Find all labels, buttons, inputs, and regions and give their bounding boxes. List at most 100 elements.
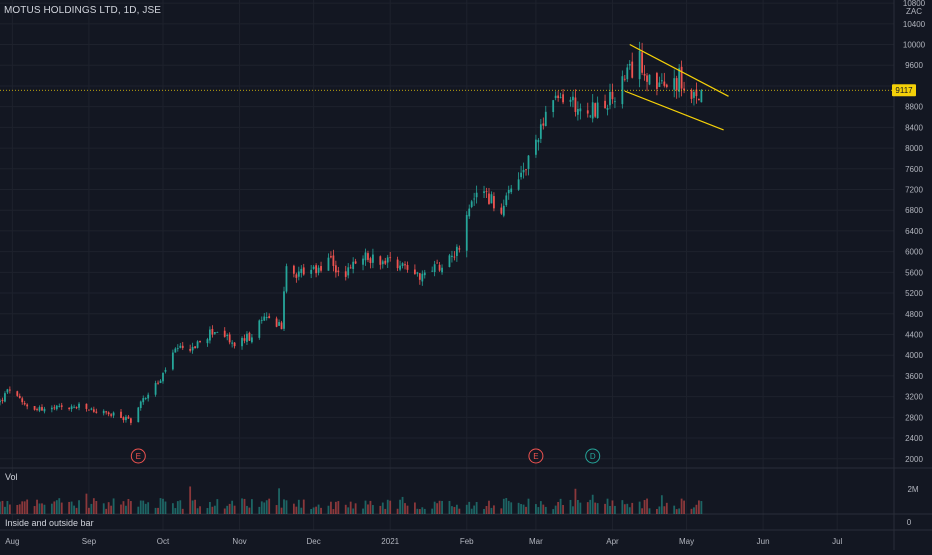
x-tick-label: Mar [529, 537, 543, 546]
volume-bar [258, 506, 261, 514]
candle-body [485, 190, 488, 192]
candle-body [174, 348, 177, 353]
volume-bar [263, 502, 266, 514]
volume-bar [646, 498, 648, 514]
volume-bar [354, 503, 357, 514]
volume-bar [33, 506, 36, 514]
candle-body [90, 408, 93, 410]
y-tick-label: 2400 [905, 434, 923, 443]
x-tick-label: Apr [606, 537, 619, 546]
volume-bar [191, 500, 194, 514]
volume-bar [520, 504, 522, 514]
volume-bar [539, 501, 542, 514]
candle-body [181, 345, 184, 348]
candle-body [493, 196, 495, 209]
candle-body [85, 403, 88, 409]
y-tick-label: 3200 [905, 393, 923, 402]
candle-body [243, 338, 246, 341]
candle-body [70, 406, 73, 410]
volume-bar [589, 499, 592, 514]
volume-bar [0, 501, 1, 514]
event-marker [130, 448, 146, 464]
trend-lines[interactable] [624, 43, 729, 131]
candle-body [609, 91, 611, 106]
candle-body [656, 73, 658, 89]
candle-body [646, 75, 648, 82]
volume-bar [381, 502, 384, 514]
candle-body [92, 409, 95, 412]
candle-body [490, 194, 493, 204]
volume-bar [458, 508, 461, 514]
volume-bar [189, 486, 192, 514]
volume-bar [248, 507, 251, 514]
volume-bar [8, 504, 11, 514]
volume-bar [73, 505, 75, 514]
candle-body [367, 253, 369, 260]
candle-body [231, 342, 234, 344]
candle-body [557, 95, 560, 99]
volume-bar [574, 488, 577, 514]
candle-body [372, 254, 374, 263]
volume-bar [347, 507, 350, 514]
volume-bar [95, 500, 98, 514]
candle-body [144, 398, 147, 400]
candle-body [594, 103, 597, 117]
candle-body [189, 348, 192, 351]
candle-body [347, 267, 350, 276]
volume-bar [433, 501, 436, 514]
candle-body [379, 256, 382, 265]
volume-bar [285, 500, 288, 514]
candle-body [559, 97, 562, 98]
volume-bar [120, 504, 122, 514]
candle-body [660, 80, 663, 82]
y-tick-label: 4400 [905, 330, 923, 339]
candle-body [300, 268, 303, 274]
candle-body [433, 264, 436, 273]
candle-body [488, 193, 490, 204]
volume-bar [280, 507, 283, 514]
candle-body [4, 393, 6, 402]
candle-body [502, 205, 505, 216]
volume-bar [164, 501, 167, 514]
candle-body [107, 412, 110, 415]
candle-body [470, 201, 473, 207]
volume-bar [554, 505, 557, 514]
volume-bar [475, 501, 478, 514]
candle-body [285, 266, 288, 292]
candle-body [510, 188, 513, 193]
volume-bar [332, 509, 335, 514]
volume-bar [41, 503, 43, 514]
volume-bar [559, 498, 562, 514]
volume-bar [102, 503, 105, 514]
candle-body [349, 267, 352, 269]
volume-bar [58, 498, 61, 514]
candle-body [641, 52, 643, 73]
volume-bar [700, 501, 703, 514]
volume-bar [159, 498, 162, 514]
candle-body [315, 265, 318, 274]
event-marker-label: E [533, 452, 538, 461]
volume-bar [591, 494, 594, 514]
volume-bar [384, 508, 387, 514]
volume-bar [493, 505, 495, 514]
candle-body [297, 271, 300, 277]
candle-body [623, 78, 626, 80]
volume-bar [621, 500, 624, 514]
last-price-box [892, 84, 916, 97]
volume-bar [606, 498, 609, 514]
candle-body [626, 67, 629, 80]
candle-body [638, 50, 641, 80]
volume-bar [522, 504, 525, 514]
volume-bar [337, 501, 340, 514]
x-tick-label: Aug [5, 537, 19, 546]
volume-bar [525, 506, 527, 514]
candle-body [673, 78, 676, 90]
volume-bar [223, 508, 226, 514]
volume-bar [233, 505, 236, 514]
volume-bar [142, 500, 145, 514]
candle-body [680, 66, 683, 89]
volume-bar [396, 508, 399, 514]
candle-body [421, 273, 424, 282]
